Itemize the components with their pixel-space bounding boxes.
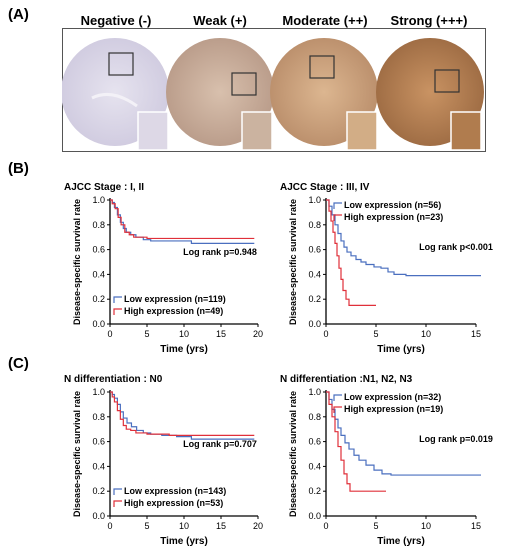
ihc-title-weak: Weak (+) (193, 13, 247, 28)
y-tick-label: 0.8 (308, 220, 321, 230)
ihc-panel: Negative (-) Weak (+) Moderate (++) Stro… (62, 13, 486, 152)
x-tick-label: 15 (216, 329, 226, 339)
y-tick-label: 0.4 (92, 461, 105, 471)
legend-label-high: High expression (n=23) (344, 212, 443, 222)
y-tick-label: 1.0 (308, 387, 321, 397)
y-tick-label: 0.6 (92, 437, 105, 447)
y-axis-label: Disease-specific survival rate (288, 391, 298, 517)
ihc-strong-image (376, 38, 484, 151)
y-tick-label: 1.0 (92, 195, 105, 205)
x-tick-label: 0 (323, 329, 328, 339)
km-plot-n0: N differentiation : N0 0.0 0.2 0.4 0.6 0.8 1.0… (64, 374, 263, 547)
survival-curve-high (326, 199, 376, 306)
y-tick-label: 0.8 (308, 412, 321, 422)
y-tick-label: 0.8 (92, 220, 105, 230)
ihc-negative-image (62, 38, 169, 151)
logrank-annotation: Log rank p=0.707 (183, 439, 257, 449)
legend-symbol-high (333, 214, 342, 221)
survival-curve-high (326, 391, 386, 492)
survival-curve-low (110, 199, 255, 244)
legend-symbol-low (113, 488, 122, 495)
legend-label-high: High expression (n=19) (344, 404, 443, 414)
survival-curve-high (110, 391, 255, 436)
panel-label-a: (A) (8, 6, 29, 23)
x-tick-label: 20 (253, 329, 263, 339)
legend-label-high: High expression (n=49) (124, 306, 223, 316)
x-tick-label: 5 (144, 521, 149, 531)
x-tick-label: 15 (471, 329, 481, 339)
y-tick-label: 0.6 (308, 437, 321, 447)
x-axis-label: Time (yrs) (160, 344, 208, 355)
plot-title: N differentiation :N1, N2, N3 (280, 374, 413, 385)
legend-symbol-high (333, 406, 342, 413)
x-tick-label: 5 (373, 521, 378, 531)
x-tick-label: 0 (107, 329, 112, 339)
x-axis-label: Time (yrs) (160, 536, 208, 547)
legend-symbol-low (333, 202, 342, 209)
legend-label-low: Low expression (n=143) (124, 486, 226, 496)
x-tick-label: 10 (421, 329, 431, 339)
ihc-title-moderate: Moderate (++) (282, 13, 368, 28)
y-tick-label: 0.4 (308, 461, 321, 471)
x-tick-label: 5 (144, 329, 149, 339)
y-tick-label: 0.4 (92, 269, 105, 279)
km-plot-ajcc-late: AJCC Stage : III, IV 0.0 0.2 0.4 0.6 0.8 1.0 0 5… (280, 182, 493, 355)
y-tick-label: 0.0 (308, 319, 321, 329)
x-tick-label: 10 (421, 521, 431, 531)
y-tick-label: 0.6 (92, 245, 105, 255)
x-axis-label: Time (yrs) (377, 536, 425, 547)
x-tick-label: 5 (373, 329, 378, 339)
x-axis-label: Time (yrs) (377, 344, 425, 355)
logrank-annotation: Log rank p=0.019 (419, 434, 493, 444)
y-tick-label: 0.2 (308, 294, 321, 304)
km-plot-ajcc-early: AJCC Stage : I, II 0.0 0.2 0.4 0.6 0.8 1.0 0 5 10… (64, 182, 263, 355)
plot-title: AJCC Stage : III, IV (280, 182, 370, 193)
y-tick-label: 0.2 (92, 486, 105, 496)
ihc-images (62, 38, 484, 151)
y-tick-label: 0.2 (308, 486, 321, 496)
y-axis-label: Disease-specific survival rate (288, 199, 298, 325)
legend-label-high: High expression (n=53) (124, 498, 223, 508)
survival-curve-low (110, 391, 255, 440)
ihc-title-strong: Strong (+++) (390, 13, 468, 28)
x-tick-label: 0 (107, 521, 112, 531)
x-tick-label: 10 (179, 329, 189, 339)
y-tick-label: 0.6 (308, 245, 321, 255)
legend-label-low: Low expression (n=56) (344, 200, 441, 210)
x-tick-label: 0 (323, 521, 328, 531)
plot-title: AJCC Stage : I, II (64, 182, 144, 193)
ihc-weak-image (166, 38, 274, 151)
legend-symbol-low (113, 296, 122, 303)
y-tick-label: 0.8 (92, 412, 105, 422)
survival-curve-high (110, 199, 255, 240)
survival-curve-low (326, 199, 481, 277)
y-axis-label: Disease-specific survival rate (72, 391, 82, 517)
legend-symbol-high (113, 500, 122, 507)
logrank-annotation: Log rank p=0.948 (183, 247, 257, 257)
logrank-annotation: Log rank p<0.001 (419, 242, 493, 252)
panel-label-b: (B) (8, 160, 29, 177)
y-tick-label: 0.2 (92, 294, 105, 304)
ihc-title-negative: Negative (-) (80, 13, 152, 28)
x-tick-label: 15 (216, 521, 226, 531)
y-tick-label: 0.0 (92, 511, 105, 521)
panel-label-c: (C) (8, 355, 29, 372)
legend-symbol-low (333, 394, 342, 401)
y-tick-label: 1.0 (92, 387, 105, 397)
legend-label-low: Low expression (n=32) (344, 392, 441, 402)
km-plot-n123: N differentiation :N1, N2, N3 0.0 0.2 0.4 0.… (280, 374, 493, 547)
legend-label-low: Low expression (n=119) (124, 294, 226, 304)
y-axis-label: Disease-specific survival rate (72, 199, 82, 325)
ihc-moderate-image (270, 38, 378, 151)
y-tick-label: 0.0 (308, 511, 321, 521)
plot-title: N differentiation : N0 (64, 374, 163, 385)
y-tick-label: 1.0 (308, 195, 321, 205)
x-tick-label: 10 (179, 521, 189, 531)
x-tick-label: 20 (253, 521, 263, 531)
x-tick-label: 15 (471, 521, 481, 531)
y-tick-label: 0.4 (308, 269, 321, 279)
y-tick-label: 0.0 (92, 319, 105, 329)
legend-symbol-high (113, 308, 122, 315)
